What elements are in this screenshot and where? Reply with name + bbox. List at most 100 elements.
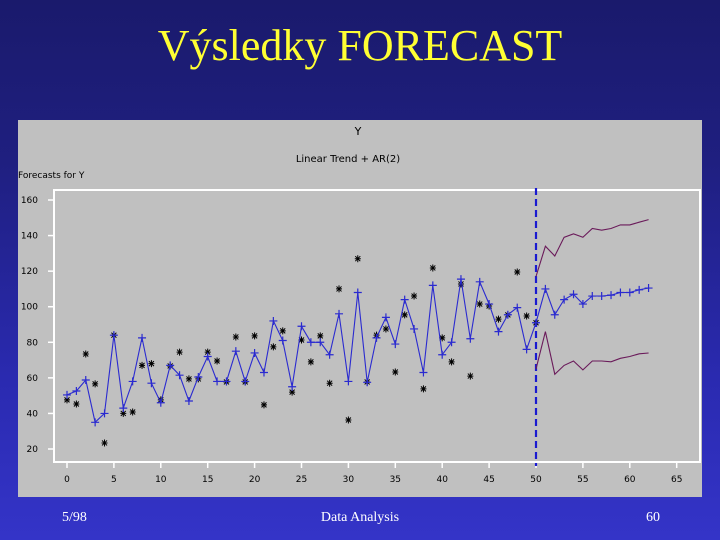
fitted-point [222, 377, 231, 386]
x-tick-label: 45 [483, 475, 494, 485]
x-tick-label: 0 [64, 475, 70, 485]
fitted-point [72, 387, 81, 396]
fitted-point [344, 377, 353, 386]
y-tick-label: 100 [21, 303, 38, 313]
actual-point [289, 388, 296, 396]
x-tick-label: 55 [577, 475, 588, 485]
fitted-point [381, 313, 390, 322]
y-tick-label: 120 [21, 267, 38, 277]
fitted-point [128, 377, 137, 386]
fitted-point [297, 322, 306, 331]
x-tick-label: 10 [155, 475, 167, 485]
fitted-point [353, 288, 362, 297]
actual-point [420, 385, 427, 393]
y-tick-label: 160 [21, 196, 38, 206]
actual-point [439, 334, 446, 342]
fitted-point [447, 338, 456, 347]
fitted-point [560, 295, 569, 304]
actual-point [279, 327, 286, 335]
fitted-point [532, 318, 540, 327]
fitted-point [138, 333, 147, 342]
actual-point [514, 268, 521, 276]
x-tick-label: 25 [296, 475, 307, 485]
actual-point [260, 401, 267, 409]
fitted-point [335, 309, 344, 318]
slide-title: Výsledky FORECAST [157, 21, 563, 70]
actual-point [467, 372, 474, 380]
actual-point [251, 332, 258, 340]
actual-point [82, 350, 89, 358]
fitted-point [119, 404, 128, 413]
fitted-point [213, 377, 222, 386]
fitted-point [391, 340, 400, 349]
actual-point [204, 348, 211, 356]
plot-frame [53, 189, 701, 463]
actual-point [326, 379, 333, 387]
actual-point [317, 332, 324, 340]
actual-point [73, 400, 80, 408]
actual-point [336, 285, 343, 293]
fitted-point [91, 418, 100, 427]
fitted-point [109, 331, 118, 340]
fitted-point [306, 338, 315, 347]
fitted-point [541, 284, 550, 293]
fitted-point [503, 310, 512, 319]
fitted-point [513, 303, 522, 312]
footer-title: Data Analysis [320, 510, 400, 525]
fitted-point [550, 310, 559, 319]
x-tick-label: 20 [249, 475, 261, 485]
actual-point [411, 292, 418, 300]
y-tick-label: 40 [27, 409, 39, 419]
fitted-point [166, 361, 175, 370]
y-tick-label: 140 [21, 232, 38, 242]
fitted-point [372, 333, 381, 342]
fitted-point [522, 345, 531, 354]
x-tick-label: 50 [530, 475, 542, 485]
fitted-point [588, 292, 597, 301]
actual-point [129, 408, 136, 416]
fitted-point [250, 348, 259, 357]
actual-point [392, 368, 399, 376]
actual-point [64, 396, 70, 404]
chart-title: Y [354, 125, 362, 138]
fitted-point [466, 334, 475, 343]
actual-point [457, 280, 464, 288]
fitted-point [644, 284, 653, 293]
fitted-point [63, 390, 71, 399]
fitted-point [494, 327, 503, 336]
fitted-point [578, 300, 587, 309]
actual-point [139, 361, 146, 369]
actual-point [185, 375, 192, 383]
actual-point [429, 264, 436, 272]
fitted-point [259, 368, 268, 377]
actual-point [401, 311, 408, 319]
fitted-point [231, 347, 240, 356]
x-tick-label: 5 [111, 475, 117, 485]
x-tick-label: 35 [390, 475, 401, 485]
x-tick-label: 65 [671, 475, 682, 485]
fitted-point [316, 338, 325, 347]
series-fitted-forecast [63, 275, 653, 427]
y-tick-label: 20 [27, 445, 39, 455]
fitted-point [156, 398, 165, 407]
fitted-point [625, 288, 634, 297]
series-layer [63, 188, 653, 466]
chart-panel: Y Linear Trend + AR(2) Forecasts for Y 2… [18, 120, 702, 497]
x-tick-label: 60 [624, 475, 636, 485]
forecast-chart: Y Linear Trend + AR(2) Forecasts for Y 2… [18, 125, 701, 485]
fitted-point [175, 371, 184, 380]
actual-point [354, 255, 361, 263]
actual-point [176, 348, 183, 356]
fitted-point [616, 288, 625, 297]
actual-point [232, 333, 239, 341]
footer-page-number: 60 [646, 510, 660, 525]
y-axis: 20 40 60 80 100 120 140 160 [21, 196, 54, 455]
fitted-point [456, 275, 465, 284]
footer-date: 5/98 [62, 510, 87, 525]
fitted-point [81, 375, 90, 384]
actual-point [120, 409, 127, 417]
fitted-point [241, 377, 250, 386]
fitted-point [288, 382, 297, 391]
fitted-point [635, 285, 644, 294]
series-actual [64, 255, 539, 447]
